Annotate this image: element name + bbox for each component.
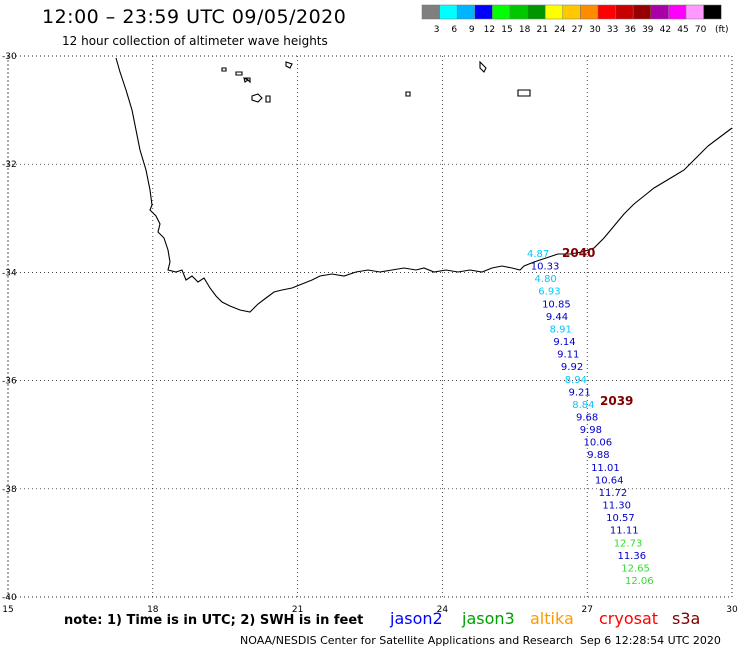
axis-ticks: 15 18 21 24 27 30 -30 -32 -34 -36 -38 -40 — [2, 52, 738, 615]
wave-height-label: 11.30 — [602, 501, 631, 512]
wave-height-label: 10.64 — [595, 475, 624, 486]
wave-height-label: 8.91 — [550, 324, 572, 335]
legend-label: 12 — [484, 25, 495, 35]
wave-height-label: 9.68 — [576, 413, 598, 424]
legend-label: 18 — [519, 25, 531, 35]
satellite-altika-label: altika — [530, 609, 574, 628]
legend-label: 70 — [695, 25, 707, 35]
wave-height-label: 9.98 — [580, 425, 602, 436]
wave-height-label: 9.11 — [557, 350, 579, 361]
color-legend: 3 6 9 12 15 18 21 24 27 30 33 36 39 42 45 70 (ft) — [421, 4, 729, 35]
legend-label: 42 — [660, 25, 671, 35]
legend-label: 3 — [434, 25, 440, 35]
lon-tick-label: 15 — [2, 605, 13, 615]
legend-swatch — [703, 4, 722, 20]
wave-observations: 4.8710.334.806.9310.859.448.919.149.119.… — [527, 249, 654, 587]
footnote: note: 1) Time is in UTC; 2) SWH is in fe… — [64, 613, 364, 628]
wave-height-label: 4.80 — [535, 274, 557, 285]
lat-tick-label: -40 — [2, 593, 17, 603]
satellite-jason2-label: jason2 — [390, 609, 443, 628]
legend-unit: (ft) — [715, 25, 729, 35]
satellite-s3a-label: s3a — [672, 609, 701, 628]
legend-label: 6 — [451, 25, 457, 35]
coastline — [115, 57, 733, 313]
legend-label: 36 — [624, 25, 636, 35]
wave-height-label: 4.87 — [527, 249, 549, 260]
credit-line: NOAA/NESDIS Center for Satellite Applica… — [240, 634, 574, 647]
lat-tick-label: -38 — [2, 485, 17, 495]
legend-label: 24 — [554, 25, 566, 35]
wave-height-label: 8.94 — [565, 375, 587, 386]
lon-tick-label: 27 — [581, 605, 592, 615]
wave-height-label: 9.14 — [553, 337, 575, 348]
wave-height-label: 10.85 — [542, 299, 571, 310]
lon-tick-label: 30 — [726, 605, 738, 615]
wave-height-label: 10.06 — [584, 438, 613, 449]
legend-label: 45 — [677, 25, 688, 35]
legend-label: 33 — [607, 25, 618, 35]
lat-tick-label: -36 — [2, 377, 17, 387]
wave-height-label: 11.11 — [610, 526, 639, 537]
wave-height-label: 9.88 — [587, 450, 609, 461]
wave-height-label: 9.44 — [546, 312, 568, 323]
lat-tick-label: -32 — [2, 160, 17, 170]
orbit-number-label: 2040 — [562, 246, 595, 260]
legend-label: 21 — [536, 25, 547, 35]
track-labels: 2040 2039 — [562, 246, 633, 408]
satellite-cryosat-label: cryosat — [599, 609, 659, 628]
wave-height-label: 11.36 — [617, 551, 646, 562]
legend-label: 30 — [589, 25, 601, 35]
satellite-jason3-label: jason3 — [462, 609, 515, 628]
generated-timestamp: Sep 6 12:28:54 UTC 2020 — [580, 634, 721, 647]
legend-label: 39 — [642, 25, 654, 35]
lat-tick-label: -30 — [2, 52, 17, 62]
wave-height-label: 9.92 — [561, 362, 583, 373]
wave-height-label: 6.93 — [538, 287, 560, 298]
lon-tick-label: 21 — [292, 605, 303, 615]
orbit-number-label: 2039 — [600, 394, 633, 408]
wave-height-label: 12.65 — [621, 563, 650, 574]
lon-tick-label: 24 — [437, 605, 449, 615]
wave-height-label: 10.57 — [606, 513, 635, 524]
wave-height-label: 11.01 — [591, 463, 620, 474]
wave-height-label: 9.21 — [568, 387, 590, 398]
wave-height-label: 8.84 — [572, 400, 594, 411]
page-title: 12:00 – 23:59 UTC 09/05/2020 — [42, 6, 347, 28]
legend-label: 9 — [469, 25, 475, 35]
page-subtitle: 12 hour collection of altimeter wave hei… — [62, 34, 328, 48]
wave-height-label: 11.72 — [599, 488, 628, 499]
wave-height-label: 12.73 — [614, 538, 643, 549]
lat-tick-label: -34 — [2, 268, 17, 278]
legend-label: 15 — [501, 25, 512, 35]
lat-lon-grid — [7, 55, 733, 598]
wave-height-label: 10.33 — [531, 262, 560, 273]
lon-tick-label: 18 — [147, 605, 159, 615]
wave-height-label: 12.06 — [625, 576, 654, 587]
legend-label: 27 — [572, 25, 583, 35]
